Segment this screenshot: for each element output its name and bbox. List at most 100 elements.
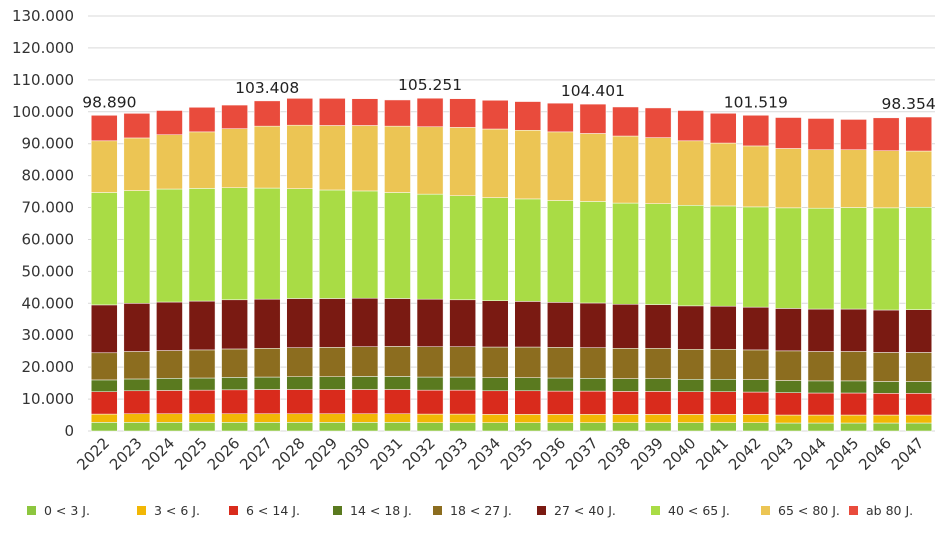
bar-stack-2042 [742,115,770,432]
legend-swatch [229,506,238,515]
bar-segment [547,347,574,379]
bar-segment [677,414,704,423]
bar-segment [91,391,118,415]
legend-item: 40 < 65 J. [651,503,730,518]
bar-segment [514,101,542,131]
bar-segment [840,380,867,394]
x-tick-label: 2046 [855,434,895,474]
bar-segment [416,126,444,195]
legend-label: 40 < 65 J. [668,503,730,518]
bar-segment [579,133,607,202]
x-tick-label: 2032 [399,434,439,474]
bar-stack-2036 [547,102,574,432]
bar-segment [319,413,346,423]
bar-segment [677,349,704,380]
y-tick-label: 120.000 [12,39,74,57]
bar-segment [188,413,216,423]
bar-segment [221,299,248,350]
bar-segment [123,351,151,380]
bar-segment [351,125,379,192]
bar-segment [709,142,737,207]
bar-segment [319,347,346,377]
x-tick-label: 2028 [269,434,309,474]
bar-segment [221,377,248,391]
bar-segment [644,391,672,415]
bar-segment [807,351,835,382]
bar-segment [156,378,183,391]
legend-label: ab 80 J. [866,503,913,518]
bar-segment [579,103,607,134]
bar-segment [775,414,802,424]
bar-segment [742,145,770,208]
bar-segment [221,104,248,129]
bar-segment [286,298,314,348]
bar-segment [905,422,932,432]
y-tick-label: 130.000 [12,7,74,25]
y-tick-label: 110.000 [12,71,74,89]
bar-stack-2033 [449,98,476,432]
bar-stack-2046 [872,117,900,432]
bar-segment [644,422,672,432]
bar-segment [156,390,183,415]
x-tick-label: 2035 [497,434,537,474]
bar-stack-2027 [253,100,281,432]
bar-segment [612,378,639,392]
bar-segment [905,352,932,382]
bar-segment [905,381,932,394]
bar-stack-2023 [123,113,151,432]
bar-segment [91,192,118,306]
legend-label: 14 < 18 J. [350,503,412,518]
bar-segment [644,137,672,204]
bar-segment [840,414,867,424]
bar-segment [775,148,802,209]
bar-segment [481,346,509,378]
bar-segment [351,389,379,415]
bar-segment [123,378,151,392]
bar-segment [677,110,704,142]
bar-segment [742,206,770,308]
bar-segment [872,150,900,209]
bar-segment [677,205,704,307]
y-tick-label: 20.000 [22,358,75,376]
bar-segment [351,422,379,432]
bar-segment [319,98,346,126]
x-tick-label: 2031 [367,434,407,474]
bar-segment [514,422,542,432]
bar-segment [677,379,704,392]
bar-segment [449,346,476,378]
bar-segment [91,304,118,354]
bar-segment [905,414,932,424]
bar-segment [481,100,509,130]
x-tick-label: 2030 [334,434,374,474]
legend-swatch [27,506,36,515]
bar-stack-2028 [286,98,314,432]
bar-segment [807,422,835,432]
data-label: 98.354 [881,95,935,113]
legend-swatch [433,506,442,515]
bar-segment [612,304,639,349]
legend-item: 65 < 80 J. [761,503,840,518]
bar-segment [449,389,476,415]
bars [91,97,932,432]
legend-label: 6 < 14 J. [246,503,300,518]
bar-segment [612,202,639,305]
bar-segment [742,422,770,432]
bar-segment [384,192,411,299]
bar-segment [775,117,802,149]
bar-segment [709,414,737,423]
bar-segment [709,205,737,307]
bar-segment [156,301,183,351]
bar-segment [319,189,346,299]
bar-segment [188,188,216,302]
bar-segment [384,422,411,432]
bar-segment [416,376,444,391]
bar-segment [253,187,281,300]
bar-segment [253,389,281,415]
bar-segment [319,422,346,432]
bar-segment [91,140,118,193]
y-tick-label: 40.000 [22,294,75,312]
y-tick-label: 90.000 [22,135,75,153]
bar-segment [384,389,411,415]
bar-segment [188,300,216,351]
x-tick-label: 2045 [823,434,863,474]
